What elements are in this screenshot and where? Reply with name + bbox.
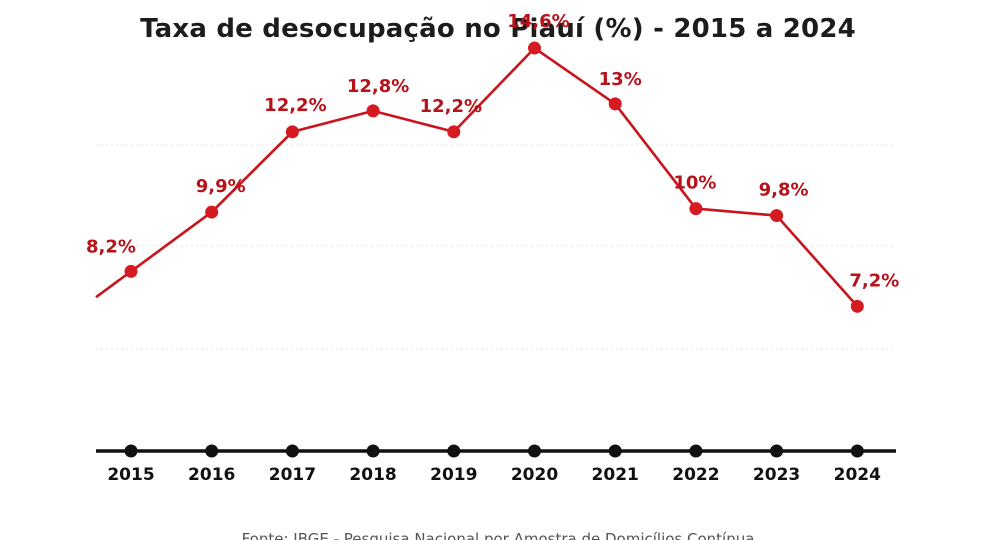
x-tick-label: 2022 xyxy=(672,465,719,485)
data-label: 13% xyxy=(599,69,642,90)
data-label: 12,2% xyxy=(264,95,326,116)
x-tick-marker xyxy=(447,444,461,458)
x-tick-label: 2021 xyxy=(592,465,639,485)
x-tick-label: 2019 xyxy=(430,465,477,485)
x-axis: 2015 2016 2017 2018 2019 2020 2021 2022 2023 2024 xyxy=(96,444,896,485)
source-note: Fonte: IBGE - Pesquisa Nacional por Amos… xyxy=(241,530,755,540)
x-tick-label: 2024 xyxy=(834,465,881,485)
x-tick-marker xyxy=(608,444,622,458)
data-label: 9,9% xyxy=(196,176,246,197)
data-point xyxy=(205,205,219,219)
x-tick-marker xyxy=(124,444,138,458)
data-label: 7,2% xyxy=(849,270,899,291)
x-tick-marker xyxy=(770,444,784,458)
x-tick-label: 2016 xyxy=(188,465,235,485)
data-label: 9,8% xyxy=(759,180,809,201)
data-label: 12,2% xyxy=(420,96,482,117)
x-tick-marker xyxy=(528,444,541,458)
grid-lines xyxy=(96,144,896,350)
x-tick-marker xyxy=(689,444,703,458)
chart-title: Taxa de desocupação no Piauí (%) - 2015 … xyxy=(140,14,856,44)
data-label: 10% xyxy=(673,173,716,194)
data-point xyxy=(528,41,541,55)
x-tick-label: 2017 xyxy=(269,465,316,485)
x-tick-label: 2020 xyxy=(511,465,558,485)
data-point xyxy=(366,104,380,118)
data-point xyxy=(447,125,461,139)
series-unemployment-rate xyxy=(95,41,864,313)
data-label: 12,8% xyxy=(347,76,409,97)
data-label: 14,6% xyxy=(507,11,569,32)
x-tick-marker xyxy=(366,444,380,458)
data-point xyxy=(124,264,138,278)
data-point xyxy=(689,202,703,216)
data-point xyxy=(285,125,299,139)
x-tick-label: 2018 xyxy=(349,465,396,485)
data-point xyxy=(770,209,784,223)
x-tick-marker xyxy=(205,444,219,458)
data-point xyxy=(850,299,864,313)
data-label: 8,2% xyxy=(86,236,136,257)
x-tick-label: 2015 xyxy=(107,465,154,485)
x-tick-label: 2023 xyxy=(753,465,800,485)
x-tick-marker xyxy=(850,444,864,458)
data-labels: 8,2% 9,9% 12,2% 12,8% 12,2% 14,6% 13% 10% 9,8% 7,… xyxy=(86,11,899,291)
x-tick-marker xyxy=(285,444,299,458)
data-point xyxy=(608,97,622,111)
